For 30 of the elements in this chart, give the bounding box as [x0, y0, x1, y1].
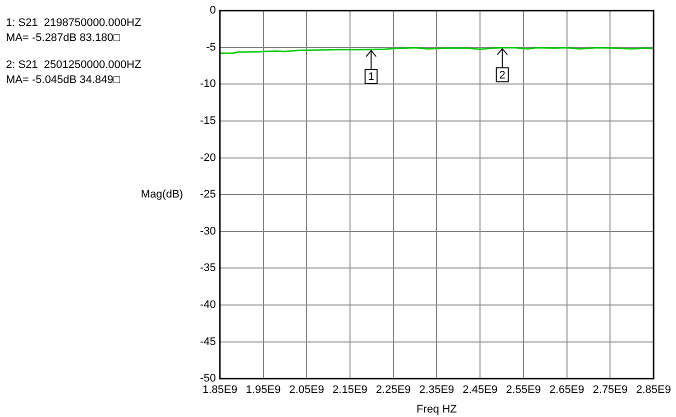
- text: MA= -5.287dB 83.180□: [6, 32, 120, 44]
- y-tick-label: -30: [200, 225, 216, 238]
- x-tick-label: 2.55E9: [506, 384, 541, 396]
- x-tick-label: 2.15E9: [332, 384, 368, 396]
- text: MA= -5.045dB 34.849□: [6, 74, 120, 86]
- x-tick-label: 2.65E9: [549, 384, 584, 396]
- x-tick-label: 2.45E9: [462, 384, 498, 396]
- y-tick-label: -35: [200, 262, 216, 274]
- y-tick-label: -20: [200, 152, 216, 164]
- y-tick-label: -45: [200, 336, 216, 348]
- x-tick-label: 1.95E9: [246, 384, 281, 396]
- x-tick-label: 1.85E9: [202, 384, 238, 396]
- y-tick-label: -50: [200, 372, 216, 385]
- annotation: 1: [368, 71, 374, 84]
- y-tick-label: -25: [200, 188, 216, 201]
- x-tick-label: 2.35E9: [419, 384, 454, 396]
- y-tick-label: -15: [200, 115, 216, 128]
- y-tick-label: 0: [210, 4, 216, 17]
- x-tick-label: 2.05E9: [289, 384, 324, 396]
- y-axis-title: Mag(dB): [140, 188, 184, 201]
- text: 2: S21 2501250000.000HZ: [6, 59, 142, 72]
- x-tick-label: 2.25E9: [376, 384, 411, 396]
- x-axis-title: Freq HZ: [416, 403, 458, 416]
- y-tick-label: -5: [206, 41, 216, 54]
- y-tick-label: -10: [200, 78, 216, 90]
- x-tick-label: 2.75E9: [592, 384, 628, 396]
- x-tick-label: 2.85E9: [636, 384, 672, 396]
- annotation: 2: [499, 69, 506, 82]
- y-tick-label: -40: [200, 299, 216, 312]
- text: 1: S21 2198750000.000HZ: [6, 17, 142, 30]
